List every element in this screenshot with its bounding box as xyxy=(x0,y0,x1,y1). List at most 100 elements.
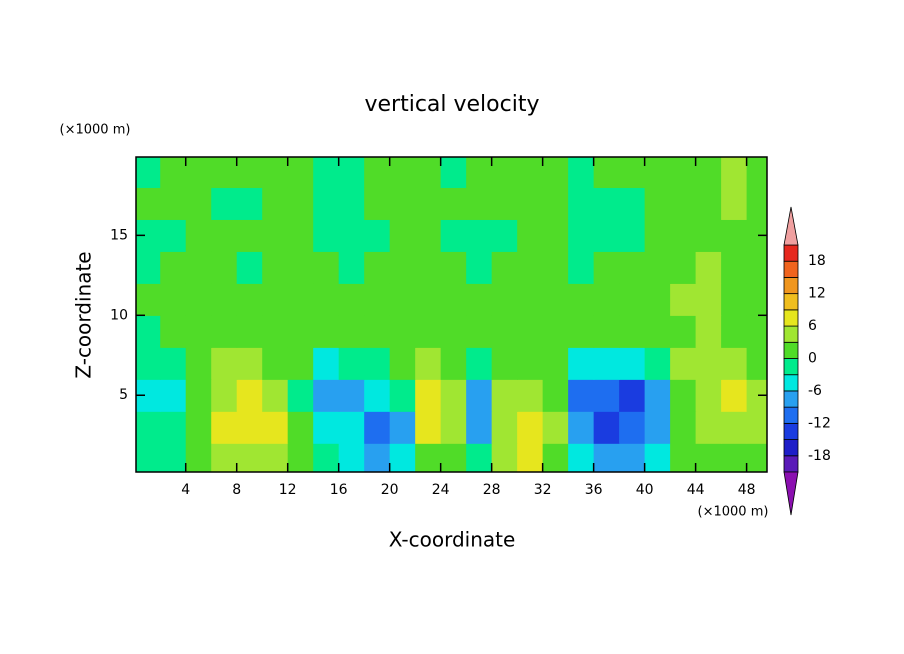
chart-title: vertical velocity xyxy=(364,92,539,117)
cell xyxy=(440,315,467,348)
cell xyxy=(211,315,238,348)
cell xyxy=(619,443,646,472)
cell xyxy=(670,187,697,220)
cell xyxy=(415,157,442,188)
cell xyxy=(491,443,518,472)
cell xyxy=(364,251,391,284)
cell xyxy=(721,251,748,284)
cell xyxy=(746,187,767,220)
cell xyxy=(160,157,187,188)
cell xyxy=(211,283,238,316)
plot-frame xyxy=(135,156,768,473)
cell xyxy=(593,347,620,380)
cell xyxy=(746,283,767,316)
x-tick-label: 16 xyxy=(330,482,348,498)
cell xyxy=(644,347,671,380)
cell xyxy=(695,251,722,284)
cell xyxy=(721,411,748,444)
colorbar-label: -18 xyxy=(808,448,831,464)
cell xyxy=(185,443,212,472)
y-tick-label: 10 xyxy=(110,307,128,323)
cell xyxy=(136,157,161,188)
cell xyxy=(721,315,748,348)
cell xyxy=(670,251,697,284)
cell xyxy=(136,411,161,444)
cell xyxy=(695,443,722,472)
cell xyxy=(466,219,493,252)
cell xyxy=(415,219,442,252)
cell xyxy=(287,187,314,220)
cell xyxy=(644,379,671,412)
cell xyxy=(491,379,518,412)
x-tick-label: 32 xyxy=(534,482,552,498)
cell xyxy=(466,251,493,284)
cell xyxy=(721,443,748,472)
cell xyxy=(338,251,365,284)
cell xyxy=(440,347,467,380)
cell xyxy=(542,443,569,472)
cell xyxy=(440,157,467,188)
cell xyxy=(670,219,697,252)
x-tick-label: 44 xyxy=(687,482,705,498)
cell xyxy=(211,219,238,252)
colorbar-box xyxy=(783,406,799,424)
cell xyxy=(619,219,646,252)
cell xyxy=(338,411,365,444)
cell xyxy=(670,283,697,316)
cell xyxy=(287,315,314,348)
cell xyxy=(313,157,340,188)
cell xyxy=(160,187,187,220)
cell xyxy=(415,251,442,284)
cell xyxy=(695,283,722,316)
colorbar-box xyxy=(783,260,799,278)
y-tick-label: 15 xyxy=(110,227,128,243)
y-tick-label: 5 xyxy=(119,387,128,403)
cell xyxy=(695,219,722,252)
cell xyxy=(440,187,467,220)
cell xyxy=(262,379,289,412)
cell xyxy=(236,315,263,348)
colorbar-box xyxy=(783,293,799,311)
cell xyxy=(364,283,391,316)
cell xyxy=(440,411,467,444)
cell xyxy=(593,315,620,348)
cell xyxy=(670,411,697,444)
cell xyxy=(593,219,620,252)
cell xyxy=(287,443,314,472)
cell xyxy=(491,315,518,348)
cell xyxy=(262,251,289,284)
cell xyxy=(466,283,493,316)
cell xyxy=(619,187,646,220)
cell xyxy=(695,347,722,380)
cell xyxy=(670,157,697,188)
cell xyxy=(644,411,671,444)
cell xyxy=(236,157,263,188)
cell xyxy=(593,251,620,284)
cell xyxy=(670,443,697,472)
cell xyxy=(185,347,212,380)
cell xyxy=(136,347,161,380)
colorbar-box xyxy=(783,358,799,376)
cell xyxy=(644,283,671,316)
cell xyxy=(262,219,289,252)
cell xyxy=(695,187,722,220)
cell xyxy=(695,157,722,188)
cell xyxy=(619,251,646,284)
cell xyxy=(721,347,748,380)
cell xyxy=(236,283,263,316)
cell xyxy=(338,443,365,472)
cell xyxy=(644,315,671,348)
cell xyxy=(364,379,391,412)
cell xyxy=(644,443,671,472)
cell xyxy=(389,187,416,220)
x-tick-label: 4 xyxy=(181,482,190,498)
cell xyxy=(211,251,238,284)
cell xyxy=(746,379,767,412)
cell xyxy=(415,315,442,348)
cell xyxy=(415,283,442,316)
cell xyxy=(364,187,391,220)
cell xyxy=(746,347,767,380)
cell xyxy=(338,315,365,348)
colorbar-box xyxy=(783,277,799,295)
cell xyxy=(262,187,289,220)
